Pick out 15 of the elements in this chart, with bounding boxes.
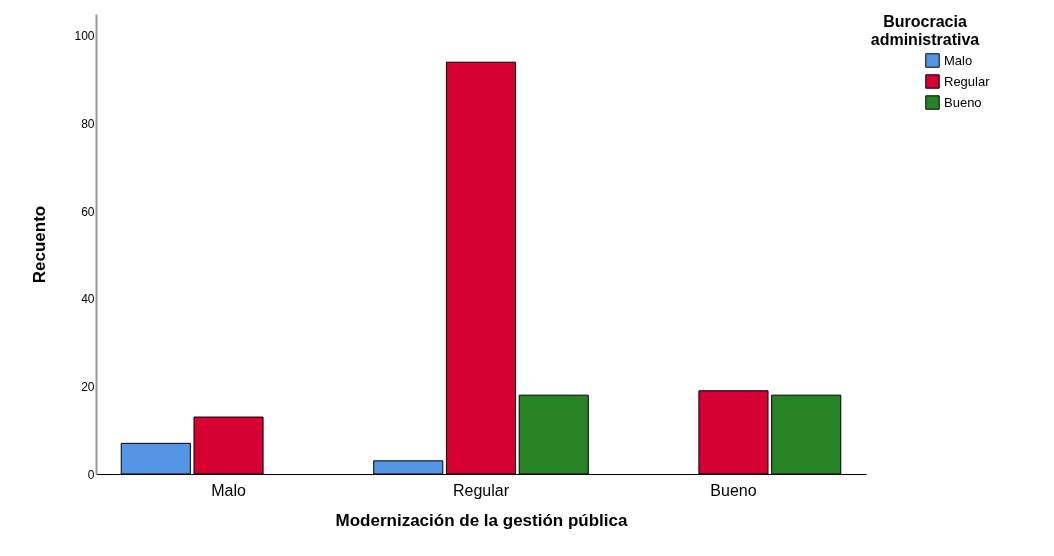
y-axis-title: Recuento <box>30 205 50 284</box>
legend-label: Malo <box>944 52 973 68</box>
x-tick-label: Bueno <box>710 481 757 499</box>
legend-label: Regular <box>944 73 991 89</box>
x-axis-title: Modernización de la gestión pública <box>335 510 628 530</box>
y-tick-label: 20 <box>81 379 95 394</box>
legend-title: Burocracia administrativa <box>870 13 980 48</box>
y-tick-label: 80 <box>81 117 95 132</box>
legend-label: Bueno <box>944 94 982 110</box>
x-tick-label: Regular <box>452 481 510 499</box>
x-tick-label: Malo <box>211 481 246 499</box>
y-tick-label: 60 <box>81 204 95 219</box>
y-tick-label: 100 <box>74 29 95 44</box>
y-tick-label: 0 <box>87 467 95 482</box>
y-tick-label: 40 <box>81 292 95 307</box>
